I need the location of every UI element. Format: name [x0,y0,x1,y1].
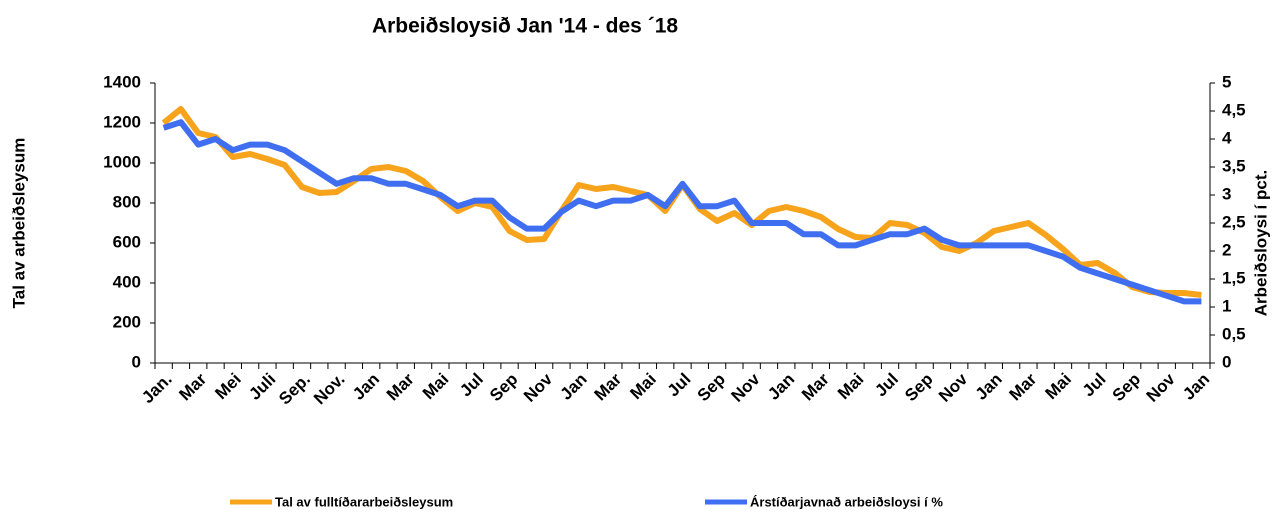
x-tick-label: Jan [764,370,798,404]
x-tick-label: Jul [1079,370,1110,401]
x-tick-label: Sep [694,370,729,405]
x-tick-label: Mei [211,370,244,403]
legend-label: Tal av fulltíðararbeiðsleysum [275,494,453,509]
x-tick-label: Mai [834,370,867,403]
y-tick-label: 200 [113,312,141,331]
y2-tick-label: 2,5 [1222,212,1246,231]
y2-tick-label: 3 [1222,184,1231,203]
x-tick-label: Mai [419,370,452,403]
x-tick-label: Nov [728,369,765,406]
y-tick-label: 1400 [103,72,141,91]
x-tick-label: Mar [798,369,833,404]
y-tick-label: 1200 [103,112,141,131]
x-tick-label: Jul [456,370,487,401]
legend-label: Árstíðarjavnað arbeiðsloysi í % [750,494,943,509]
y2-tick-label: 2 [1222,240,1231,259]
y2-axis-label: Arbeiðsloysi í pct. [1251,170,1270,316]
x-tick-label: Jul [871,370,902,401]
x-tick-label: Mar [175,369,210,404]
y-axis-label: Tal av arbeiðsleysum [9,138,28,309]
y2-tick-label: 5 [1222,72,1231,91]
x-tick-label: Mar [591,369,626,404]
x-tick-label: Jan [557,370,591,404]
x-tick-label: Jan [972,370,1006,404]
y2-tick-label: 4,5 [1222,100,1246,119]
x-tick-label: Mar [383,369,418,404]
chart-title: Arbeiðsloysið Jan '14 - des ´18 [372,15,678,38]
x-tick-label: Juli [245,370,279,404]
x-tick-label: Nov. [310,370,349,409]
y-tick-label: 400 [113,272,141,291]
y2-tick-label: 0,5 [1222,324,1246,343]
x-tick-label: Sep [1109,370,1144,405]
y-tick-label: 0 [132,352,141,371]
x-tick-label: Nov [935,369,972,406]
y-tick-label: 800 [113,192,141,211]
x-tick-label: Mar [1006,369,1041,404]
series-line [161,106,1202,298]
y2-tick-label: 0 [1222,352,1231,371]
x-tick-label: Sep [486,370,521,405]
y-tick-label: 600 [113,232,141,251]
x-tick-label: Jan [1179,370,1213,404]
y-tick-label: 1000 [103,152,141,171]
series-line [162,119,1202,305]
x-tick-label: Sep. [275,370,314,409]
x-tick-label: Jul [664,370,695,401]
x-tick-label: Jan. [138,370,175,407]
y2-tick-label: 1 [1222,296,1231,315]
y2-tick-label: 1,5 [1222,268,1246,287]
x-tick-label: Jan [349,370,383,404]
y2-tick-label: 3,5 [1222,156,1246,175]
x-tick-label: Mai [626,370,659,403]
x-tick-label: Nov [520,369,557,406]
y2-tick-label: 4 [1222,128,1232,147]
x-tick-label: Sep [901,370,936,405]
x-tick-label: Mai [1042,370,1075,403]
x-tick-label: Nov [1143,369,1180,406]
